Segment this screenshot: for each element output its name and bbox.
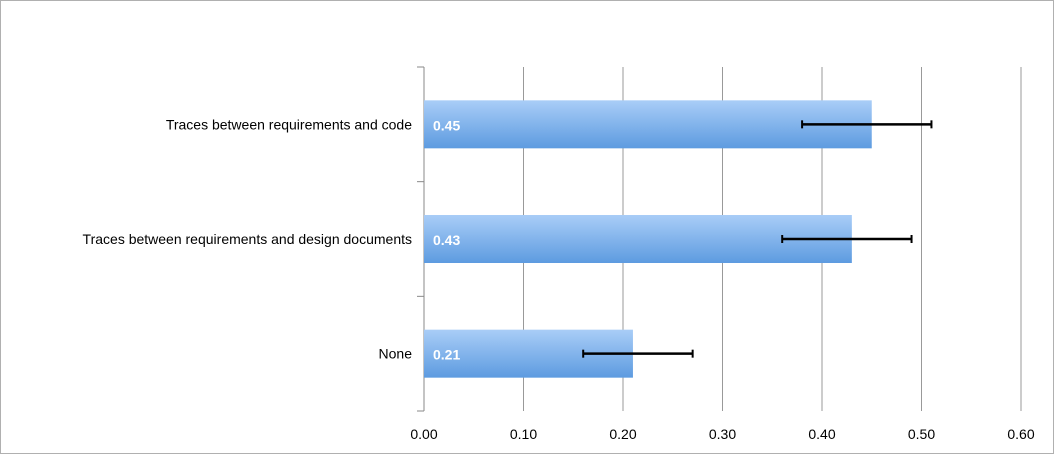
x-tick-label: 0.60 [1007,426,1034,442]
bar[interactable] [424,215,852,263]
x-tick-label: 0.20 [609,426,636,442]
data-label: 0.45 [433,117,460,133]
x-tick-label: 0.50 [908,426,935,442]
x-tick-label: 0.10 [510,426,537,442]
error-bar [781,235,913,243]
category-label: Traces between requirements and code [166,116,412,132]
x-tick-label: 0.00 [410,426,437,442]
bar[interactable] [424,100,872,149]
category-label: None [379,346,413,362]
data-label: 0.43 [433,232,460,248]
error-bar [801,120,933,129]
data-label: 0.21 [433,347,460,363]
x-tick-label: 0.30 [709,426,736,442]
x-tick-label: 0.40 [808,426,835,442]
error-bar [582,349,694,358]
category-label: Traces between requirements and design d… [83,231,412,247]
